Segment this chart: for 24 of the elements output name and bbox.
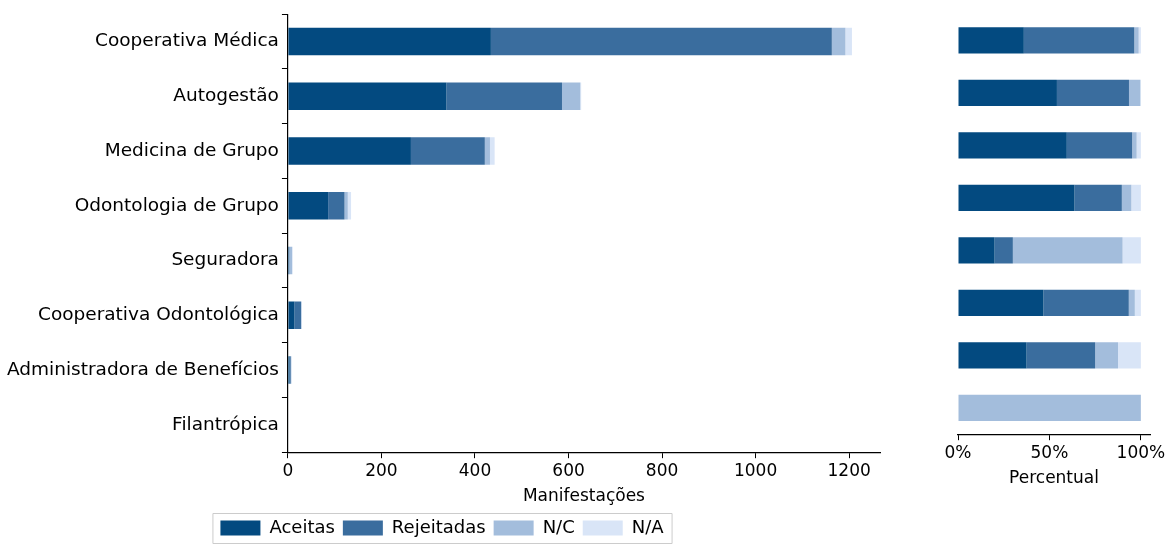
x-tick-label: 1000 <box>733 459 778 480</box>
x-tick-label: 0 <box>282 459 294 480</box>
x-tick-label: 1200 <box>827 459 871 480</box>
y-tick-label: Filantrópica <box>172 412 279 434</box>
y-tick-label: Autogestão <box>173 84 279 106</box>
x-tick-label: 400 <box>458 459 492 480</box>
x-tick-label: 800 <box>645 459 679 480</box>
legend-label: Aceitas <box>269 515 335 537</box>
y-tick-label: Administradora de Benefícios <box>6 357 279 379</box>
y-tick-label: Medicina de Grupo <box>104 138 279 160</box>
y-tick-label: Seguradora <box>171 248 279 270</box>
y-tick-label: Odontologia de Grupo <box>74 193 279 215</box>
x-tick-label: 600 <box>552 459 585 480</box>
x-axis-title: Manifestações <box>522 485 646 506</box>
x-axis-title: Percentual <box>1009 467 1099 488</box>
x-tick-label: 100% <box>1116 441 1166 462</box>
x-tick-label: 0% <box>944 441 972 462</box>
x-tick-label: 50% <box>1030 441 1069 462</box>
y-tick-label: Cooperativa Médica <box>95 29 279 51</box>
x-tick-label: 200 <box>365 459 398 480</box>
y-tick-label: Cooperativa Odontológica <box>37 303 279 325</box>
legend-label: N/C <box>542 515 575 537</box>
legend-label: N/A <box>631 515 665 537</box>
legend-label: Rejeitadas <box>391 515 486 537</box>
